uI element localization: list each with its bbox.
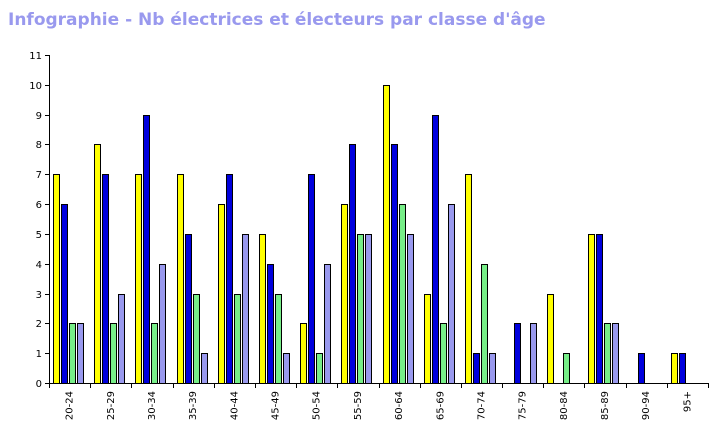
y-tick-label: 6 xyxy=(36,200,42,211)
x-tick-label: 50-54 xyxy=(312,391,323,420)
x-tick-label: 65-69 xyxy=(435,391,446,420)
bar-s4-30-34 xyxy=(159,264,166,384)
bar-s1-40-44 xyxy=(218,204,225,384)
bar-s2-35-39 xyxy=(185,234,192,384)
y-tick-label: 2 xyxy=(36,319,42,330)
y-tick-label: 9 xyxy=(36,111,42,122)
bar-s3-55-59 xyxy=(357,234,364,384)
bar-s2-70-74 xyxy=(473,353,480,384)
bar-s4-20-24 xyxy=(77,323,84,384)
bar-s2-25-29 xyxy=(102,174,109,384)
bar-s2-40-44 xyxy=(226,174,233,384)
bar-s1-20-24 xyxy=(53,174,60,384)
bar-s2-90-94 xyxy=(638,353,645,384)
bar-s4-60-64 xyxy=(407,234,414,384)
bar-s3-85-89 xyxy=(604,323,611,384)
x-tick-label: 25-29 xyxy=(106,391,117,420)
x-tick-label: 60-64 xyxy=(394,391,405,420)
bar-s4-75-79 xyxy=(530,323,537,384)
bar-s3-80-84 xyxy=(563,353,570,384)
bar-s3-25-29 xyxy=(110,323,117,384)
chart-title: Infographie - Nb électrices et électeurs… xyxy=(8,10,546,30)
y-axis: 0 1 2 3 4 5 6 7 8 9 10 11 xyxy=(29,51,50,390)
bar-s3-50-54 xyxy=(316,353,323,384)
bar-s4-25-29 xyxy=(118,294,125,384)
bar-s4-85-89 xyxy=(612,323,619,384)
bar-s4-50-54 xyxy=(324,264,331,384)
bar-s2-45-49 xyxy=(267,264,274,384)
bar-s4-70-74 xyxy=(489,353,496,384)
bar-s1-70-74 xyxy=(465,174,472,384)
x-tick-label: 30-34 xyxy=(147,391,158,420)
bar-s1-50-54 xyxy=(300,323,307,384)
bar-s2-20-24 xyxy=(61,204,68,384)
bar-s3-70-74 xyxy=(481,264,488,384)
x-tick-label: 70-74 xyxy=(476,391,487,420)
bar-s3-65-69 xyxy=(440,323,447,384)
bar-s3-20-24 xyxy=(69,323,76,384)
y-tick-label: 3 xyxy=(36,290,42,301)
x-tick-label: 80-84 xyxy=(559,391,570,420)
bar-s2-75-79 xyxy=(514,323,521,384)
bar-s1-65-69 xyxy=(424,294,431,384)
y-tick-label: 10 xyxy=(29,81,42,92)
bar-s1-30-34 xyxy=(135,174,142,384)
bar-s3-40-44 xyxy=(234,294,241,384)
bar-s2-60-64 xyxy=(391,144,398,384)
bar-s1-85-89 xyxy=(588,234,595,384)
bar-s3-60-64 xyxy=(399,204,406,384)
bar-s1-25-29 xyxy=(94,144,101,384)
bar-s4-45-49 xyxy=(283,353,290,384)
x-tick-label: 35-39 xyxy=(188,391,199,420)
bar-s2-30-34 xyxy=(143,115,150,384)
x-tick-label: 20-24 xyxy=(65,391,76,420)
bar-s1-35-39 xyxy=(177,174,184,384)
bar-s1-60-64 xyxy=(383,85,390,384)
bar-s1-55-59 xyxy=(341,204,348,384)
y-tick-label: 1 xyxy=(36,349,42,360)
y-tick-label: 5 xyxy=(36,230,42,241)
bar-s2-55-59 xyxy=(349,144,356,384)
bar-s2-85-89 xyxy=(596,234,603,384)
bar-s3-45-49 xyxy=(275,294,282,384)
bar-s4-35-39 xyxy=(201,353,208,384)
x-tick-label: 95+ xyxy=(682,391,693,412)
bar-s3-30-34 xyxy=(151,323,158,384)
bar-s1-95+ xyxy=(671,353,678,384)
bar-s3-35-39 xyxy=(193,294,200,384)
bar-s2-50-54 xyxy=(308,174,315,384)
y-tick-label: 11 xyxy=(29,51,42,62)
y-tick-label: 7 xyxy=(36,170,42,181)
bar-s4-40-44 xyxy=(242,234,249,384)
bar-s4-55-59 xyxy=(365,234,372,384)
x-tick-label: 85-89 xyxy=(600,391,611,420)
y-tick-label: 4 xyxy=(36,260,42,271)
x-tick-label: 75-79 xyxy=(518,391,529,420)
bars-layer xyxy=(53,85,686,384)
y-tick-label: 0 xyxy=(36,379,42,390)
bar-s1-45-49 xyxy=(259,234,266,384)
y-tick-label: 8 xyxy=(36,140,42,151)
bar-s2-65-69 xyxy=(432,115,439,384)
x-tick-label: 90-94 xyxy=(641,391,652,420)
x-tick-label: 55-59 xyxy=(353,391,364,420)
x-axis: 20-24 25-29 30-34 35-39 40-44 45-49 50-54 55-59… xyxy=(49,383,709,420)
bar-s2-95+ xyxy=(679,353,686,384)
bar-s1-80-84 xyxy=(547,294,554,384)
x-tick-label: 40-44 xyxy=(229,391,240,420)
bar-s4-65-69 xyxy=(448,204,455,384)
x-tick-label: 45-49 xyxy=(271,391,282,420)
